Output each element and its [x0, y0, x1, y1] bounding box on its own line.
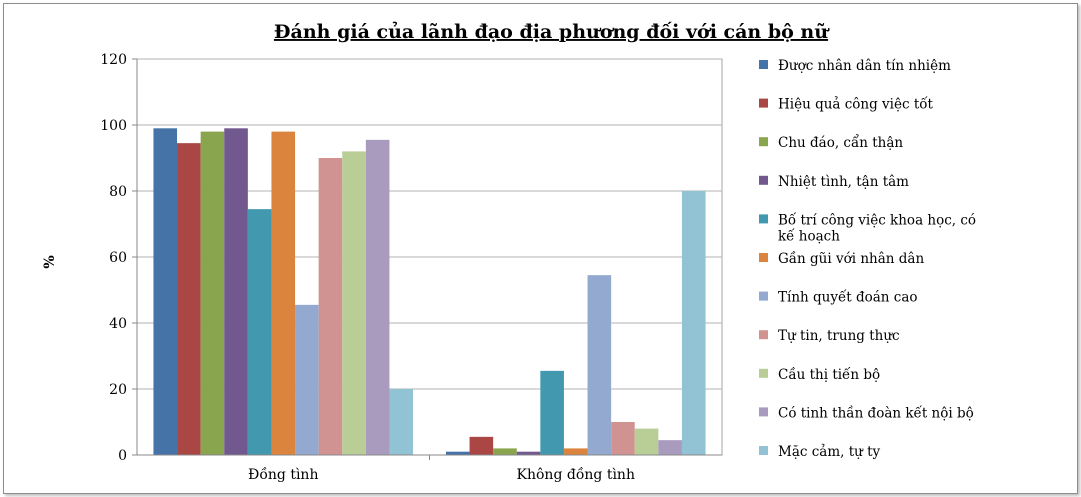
- bar: [469, 436, 494, 455]
- bar: [563, 448, 588, 455]
- legend-label: Chu đáo, cẩn thận: [778, 135, 903, 151]
- legend-swatch: [759, 60, 768, 69]
- legend: Được nhân dân tín nhiệm Hiệu quả công việ…: [759, 58, 976, 460]
- y-tick-label: 0: [118, 448, 127, 464]
- legend-label: Tự tin, trung thực: [778, 328, 900, 344]
- bar: [271, 131, 296, 455]
- y-tick-label: 40: [109, 316, 127, 332]
- legend-label: Gần gũi với nhân dân: [778, 251, 924, 267]
- chart: Đánh giá của lãnh đạo địa phương đối với…: [42, 21, 976, 483]
- y-axis-label: %: [42, 255, 58, 268]
- bar: [318, 158, 343, 455]
- bar: [177, 143, 201, 455]
- legend-label: Được nhân dân tín nhiệm: [778, 58, 951, 74]
- legend-swatch: [759, 407, 768, 417]
- bar: [153, 128, 178, 456]
- bar: [493, 448, 517, 455]
- bar: [611, 422, 635, 455]
- y-tick-label: 20: [109, 382, 127, 398]
- y-tick-label: 80: [109, 184, 127, 200]
- chart-frame: Đánh giá của lãnh đạo địa phương đối với…: [3, 3, 1078, 494]
- bars: [153, 128, 706, 456]
- bar: [540, 370, 564, 455]
- legend-label: Có tinh thần đoàn kết nội bộ: [778, 405, 974, 421]
- bar: [681, 191, 706, 455]
- bar: [365, 139, 390, 455]
- y-tick-label: 60: [109, 250, 127, 266]
- legend-label: Bố trí công việc khoa học, có kế hoạch: [778, 212, 976, 244]
- x-category-label: Đồng tình: [248, 466, 318, 483]
- bar: [342, 151, 366, 455]
- legend-label: Hiệu quả công việc tốt: [778, 97, 934, 113]
- x-category-label: Không đồng tình: [517, 466, 635, 483]
- bar: [445, 451, 470, 455]
- y-tick-label: 100: [100, 118, 127, 134]
- bar: [389, 389, 414, 455]
- bar: [247, 209, 272, 455]
- legend-swatch: [759, 446, 768, 455]
- legend-swatch: [759, 368, 768, 378]
- legend-swatch: [759, 214, 768, 224]
- chart-title: Đánh giá của lãnh đạo địa phương đối với…: [274, 21, 830, 43]
- bar: [634, 428, 659, 455]
- legend-swatch: [759, 253, 768, 262]
- bar: [658, 440, 682, 455]
- legend-swatch: [759, 291, 768, 301]
- bar: [587, 275, 612, 455]
- bar: [224, 128, 248, 456]
- legend-swatch: [759, 330, 768, 340]
- legend-label: Tính quyết đoán cao: [778, 290, 918, 306]
- legend-label: Cầu thị tiến bộ: [778, 367, 880, 383]
- legend-label: Mặc cảm, tự ty: [778, 444, 881, 460]
- legend-swatch: [759, 98, 768, 108]
- axes: 0 20 40 60 80 100 120 Đồng tình Không đồng tình: [100, 52, 722, 483]
- bar: [200, 131, 225, 455]
- bar: [516, 451, 541, 455]
- legend-label: Nhiệt tình, tận tâm: [778, 174, 909, 190]
- legend-swatch: [759, 175, 768, 185]
- bar: [295, 304, 319, 455]
- legend-swatch: [759, 137, 768, 147]
- y-tick-label: 120: [100, 52, 127, 68]
